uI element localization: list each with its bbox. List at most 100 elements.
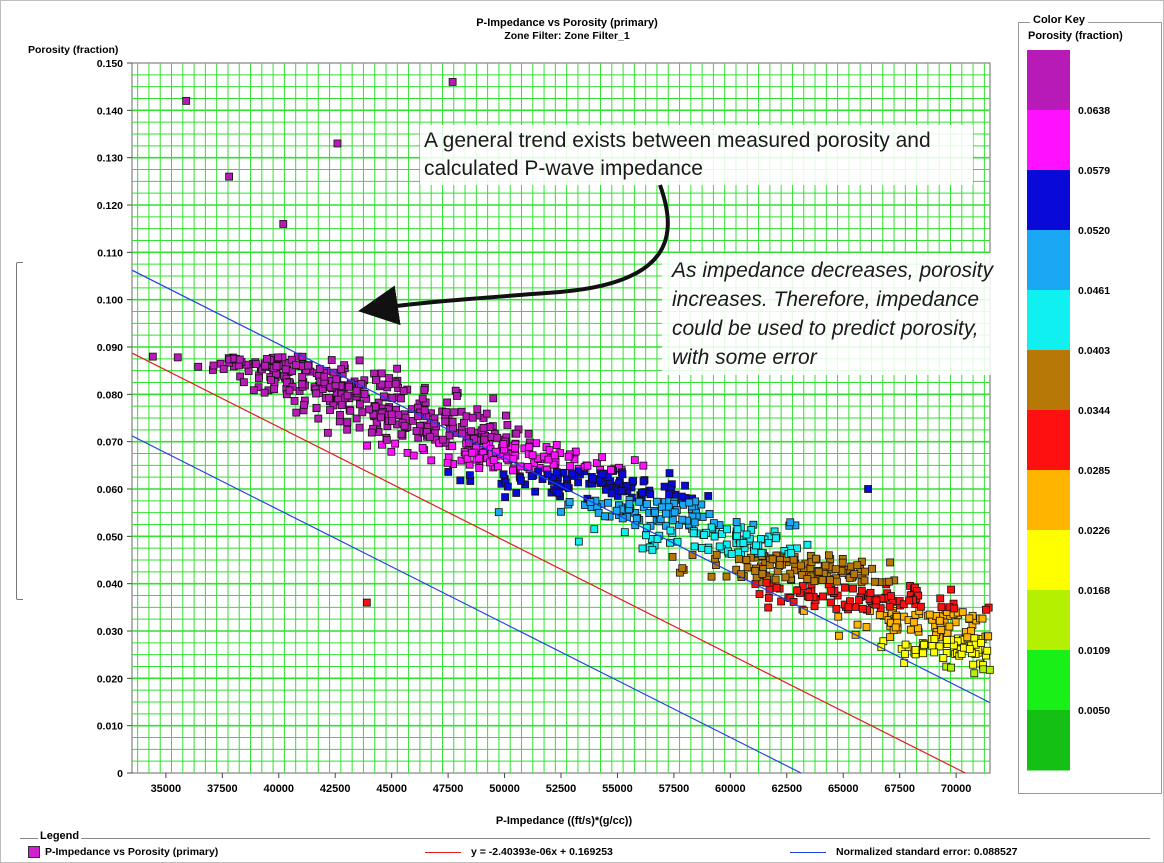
data-point <box>527 472 536 480</box>
data-point <box>586 498 595 506</box>
data-point <box>917 602 925 611</box>
x-tick-label: 62500 <box>771 783 802 795</box>
data-point <box>793 586 802 595</box>
data-point <box>965 645 974 653</box>
data-point <box>397 394 405 403</box>
data-point <box>285 386 294 395</box>
data-point <box>775 561 784 570</box>
legend-error-label: Normalized standard error: 0.088527 <box>836 846 1018 858</box>
data-point <box>866 588 875 597</box>
regression-line <box>131 352 966 774</box>
data-point <box>412 427 421 435</box>
data-point <box>252 360 260 368</box>
data-point <box>502 411 510 420</box>
data-point <box>762 578 771 587</box>
data-point <box>705 510 714 518</box>
data-point <box>460 418 468 427</box>
data-point <box>281 365 290 374</box>
data-point <box>677 492 686 501</box>
data-point <box>448 442 457 451</box>
data-point <box>772 583 781 592</box>
y-tick-label: 0.050 <box>97 531 123 543</box>
y-tick-label: 0.030 <box>97 626 123 638</box>
data-point <box>292 361 300 369</box>
data-point <box>678 564 687 573</box>
x-axis-label: P-Impedance ((ft/s)*(g/cc)) <box>496 815 633 827</box>
panel-resize-handle[interactable] <box>16 262 23 600</box>
y-tick-label: 0.130 <box>97 153 123 165</box>
y-tick-label: 0 <box>117 768 123 780</box>
data-point <box>298 373 307 381</box>
color-key-variable: Porosity (fraction) <box>1028 30 1123 42</box>
x-tick-label: 57500 <box>659 783 690 795</box>
data-point <box>653 497 661 506</box>
data-point <box>824 551 833 560</box>
data-point <box>494 462 502 471</box>
data-point <box>420 406 429 415</box>
data-point <box>629 476 638 485</box>
color-key-label: 0.0168 <box>1078 585 1110 597</box>
data-point <box>566 462 574 470</box>
x-tick-label: 65000 <box>828 783 859 795</box>
data-point <box>930 648 939 657</box>
data-point <box>263 355 271 363</box>
data-point <box>642 531 650 540</box>
data-point <box>970 669 979 678</box>
data-point <box>343 425 352 434</box>
data-point <box>665 490 673 499</box>
data-point <box>925 610 934 619</box>
data-point <box>681 481 689 490</box>
data-point <box>225 172 233 181</box>
data-point <box>590 525 599 534</box>
data-point <box>977 639 985 647</box>
data-point <box>254 374 263 383</box>
data-point <box>574 537 583 546</box>
data-point <box>712 550 721 559</box>
data-point <box>148 352 157 361</box>
data-point <box>958 608 967 617</box>
data-point <box>494 508 503 517</box>
color-key-label: 0.0285 <box>1078 465 1110 477</box>
x-tick-label: 50000 <box>489 783 520 795</box>
data-point <box>718 530 726 538</box>
data-point <box>638 544 647 553</box>
data-point <box>832 604 841 613</box>
data-point <box>400 421 409 430</box>
data-point <box>272 362 281 371</box>
color-key-label: 0.0226 <box>1078 525 1110 537</box>
data-point <box>789 555 798 564</box>
data-point <box>969 660 978 669</box>
data-point <box>430 419 439 428</box>
data-point <box>482 409 491 418</box>
data-point <box>757 549 766 558</box>
data-point <box>346 406 355 415</box>
data-point <box>797 561 805 570</box>
data-point <box>821 561 830 570</box>
color-key-label: 0.0461 <box>1078 285 1110 297</box>
data-point <box>983 646 992 655</box>
data-point <box>304 361 312 370</box>
data-point <box>909 618 918 627</box>
data-point <box>525 443 534 452</box>
data-point <box>833 577 841 586</box>
data-point <box>803 540 812 549</box>
data-point <box>870 577 879 586</box>
data-point <box>528 451 537 460</box>
data-point <box>298 380 306 389</box>
data-point <box>648 545 657 554</box>
data-point <box>742 555 751 564</box>
data-point <box>886 558 895 567</box>
data-point <box>448 78 457 86</box>
data-point <box>950 604 959 613</box>
x-tick-label: 42500 <box>320 783 351 795</box>
data-point <box>365 405 373 414</box>
data-point <box>287 355 296 364</box>
y-tick-label: 0.110 <box>97 247 123 259</box>
data-point <box>805 593 814 602</box>
data-point <box>947 585 956 594</box>
data-point <box>270 385 278 394</box>
data-point <box>818 576 827 584</box>
data-point <box>604 498 612 507</box>
data-point <box>358 408 367 417</box>
data-point <box>290 396 299 405</box>
